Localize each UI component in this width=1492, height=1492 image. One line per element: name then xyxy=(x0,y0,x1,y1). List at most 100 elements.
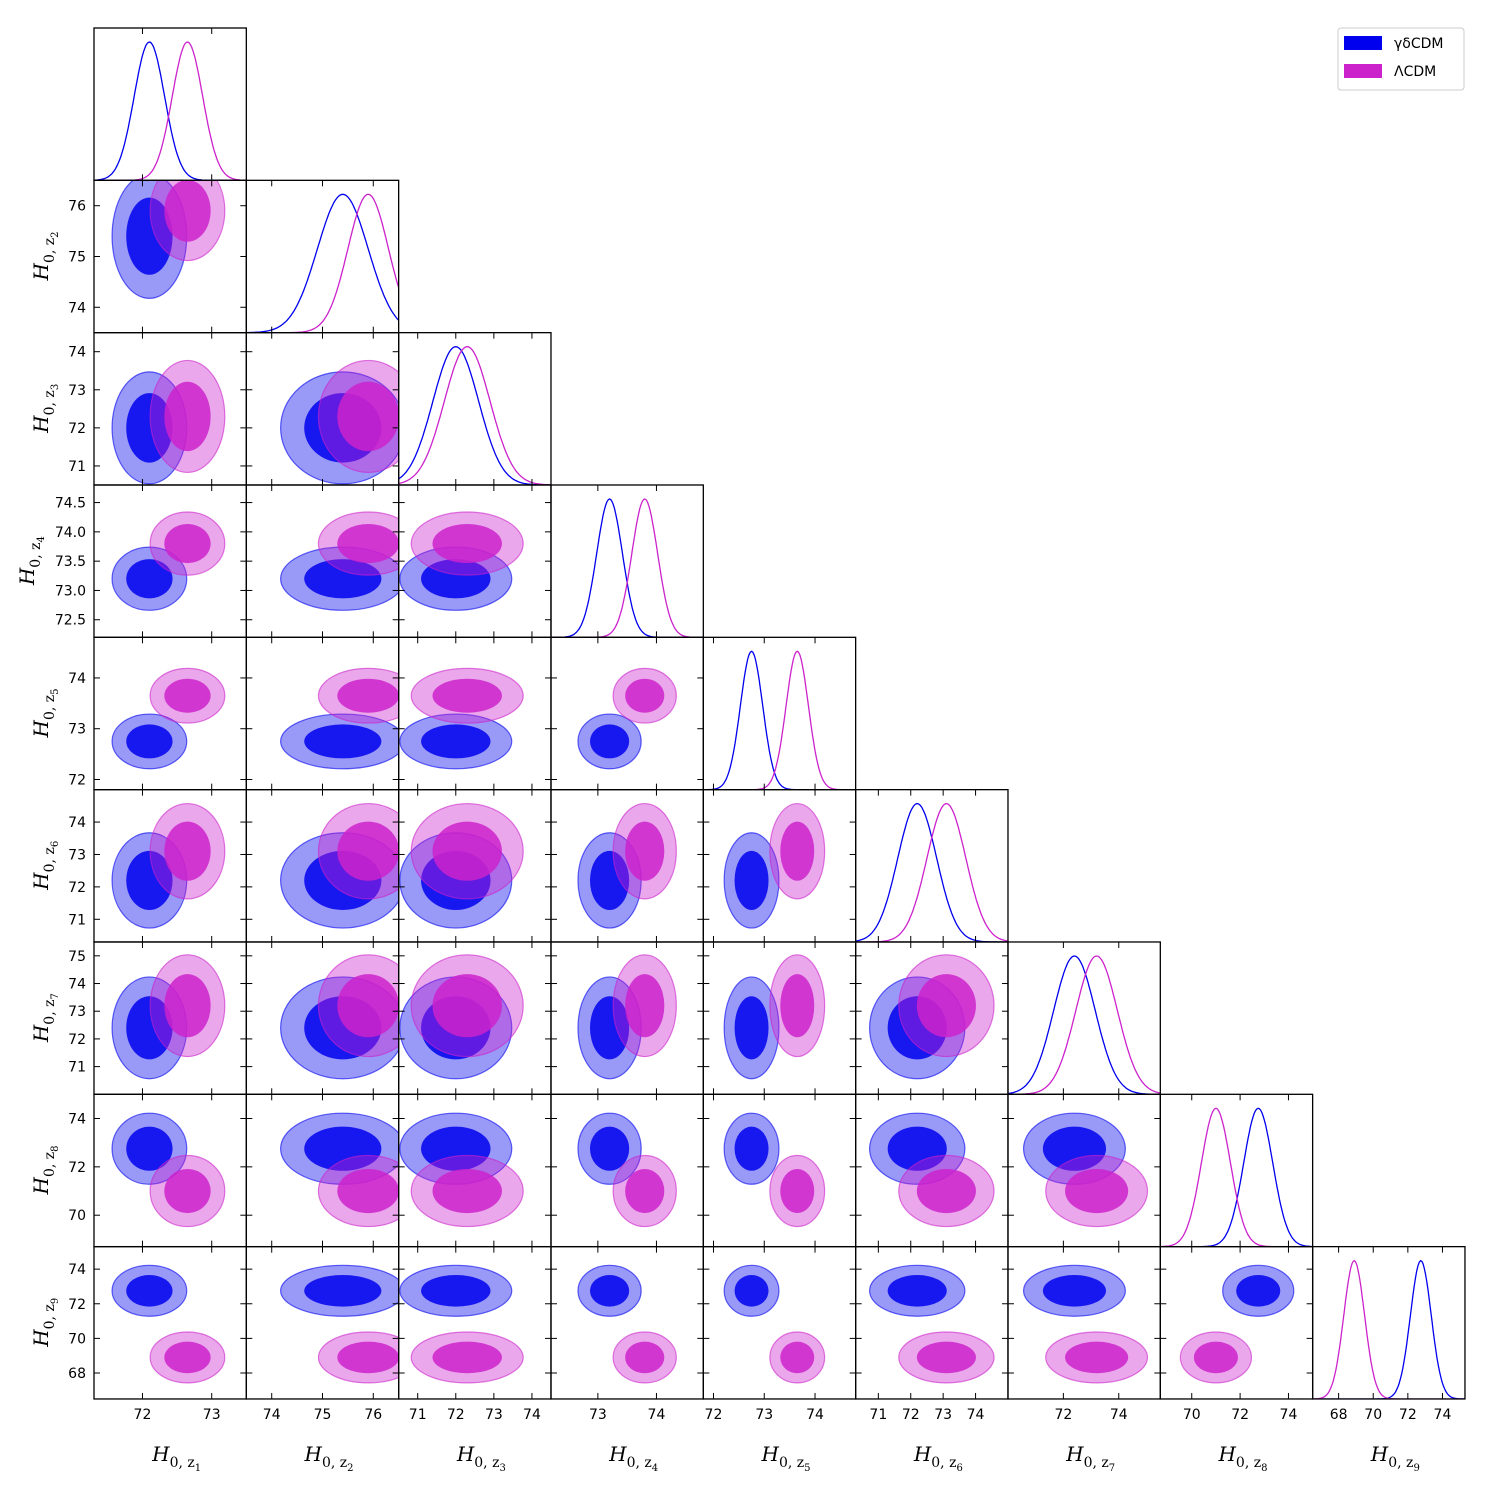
panel-z3-z2 xyxy=(245,332,400,486)
panel-z2-z2 xyxy=(245,179,400,334)
panel-z6-z5 xyxy=(702,789,857,943)
panel-z5-z2 xyxy=(245,636,400,791)
contour-68-z5-z3-series-0 xyxy=(421,724,491,759)
y-tick-label: 72 xyxy=(68,1032,86,1048)
y-axis-label-z6: H0, z6 xyxy=(29,841,61,891)
marginal-z5-series-1 xyxy=(703,650,856,790)
y-tick-label: 74 xyxy=(68,300,86,316)
panel-z6-z3 xyxy=(398,789,552,943)
x-tick-label: 73 xyxy=(755,1407,773,1423)
x-tick-label: 73 xyxy=(485,1407,503,1423)
x-tick-label: 71 xyxy=(869,1407,887,1423)
contour-68-z2-z1-series-0 xyxy=(126,197,173,275)
panel-z9-z6 xyxy=(855,1245,1009,1400)
x-axis-label-z5: H0, z5 xyxy=(760,1442,810,1474)
contour-68-z7-z2-series-1 xyxy=(337,974,399,1038)
contour-68-z8-z6-series-0 xyxy=(887,1126,947,1171)
y-tick-label: 73 xyxy=(68,1004,86,1020)
x-tick-label: 68 xyxy=(1330,1407,1348,1423)
panel-frame xyxy=(93,27,247,181)
x-tick-label: 74 xyxy=(806,1407,824,1423)
y-tick-label: 72 xyxy=(68,421,86,437)
y-axis-label-z2: H0, z2 xyxy=(29,231,61,281)
contour-68-z4-z3-series-1 xyxy=(432,523,502,564)
marginal-z3-series-1 xyxy=(398,346,551,485)
panel-z5-z5 xyxy=(702,636,857,791)
contour-68-z5-z3-series-1 xyxy=(432,678,502,713)
contour-68-z7-z4-series-1 xyxy=(625,974,665,1038)
contour-68-z5-z2-series-1 xyxy=(337,678,399,713)
y-axis-label-z8: H0, z8 xyxy=(29,1145,61,1195)
panel-z2-z1 xyxy=(93,179,247,334)
contour-68-z8-z1-series-1 xyxy=(164,1168,211,1214)
y-tick-label: 76 xyxy=(68,199,86,215)
contour-68-z6-z2-series-1 xyxy=(337,821,399,881)
contour-68-z6-z1-series-0 xyxy=(126,850,173,910)
contour-68-z3-z2-series-1 xyxy=(337,381,399,452)
panel-z7-z1 xyxy=(93,941,247,1095)
y-tick-label: 73 xyxy=(68,847,86,863)
panel-z8-z8 xyxy=(1159,1093,1314,1248)
panel-z9-z2 xyxy=(245,1245,400,1400)
contour-68-z9-z7-series-0 xyxy=(1042,1274,1107,1307)
contour-68-z4-z2-series-0 xyxy=(304,559,382,599)
contour-68-z8-z5-series-0 xyxy=(734,1126,769,1171)
x-tick-label: 74 xyxy=(1280,1407,1298,1423)
contour-68-z8-z7-series-0 xyxy=(1042,1126,1107,1171)
x-tick-label: 70 xyxy=(1364,1407,1382,1423)
contour-68-z6-z3-series-1 xyxy=(432,821,502,881)
contour-68-z9-z6-series-0 xyxy=(887,1274,947,1307)
panel-z5-z3 xyxy=(398,636,552,791)
panel-z5-z4 xyxy=(550,636,704,791)
contour-68-z8-z4-series-0 xyxy=(589,1126,630,1171)
marginal-z6-series-1 xyxy=(855,803,1008,942)
y-tick-label: 74 xyxy=(68,977,86,993)
contour-68-z9-z3-series-1 xyxy=(432,1341,502,1374)
x-axis-label-z4: H0, z4 xyxy=(608,1442,658,1474)
panel-z8-z1 xyxy=(93,1093,247,1248)
x-tick-label: 74 xyxy=(1110,1407,1128,1423)
y-axis-label-z9: H0, z9 xyxy=(29,1298,61,1348)
y-tick-label: 75 xyxy=(68,949,86,965)
panel-z8-z7 xyxy=(1007,1093,1161,1248)
marginal-z2-series-0 xyxy=(246,193,399,333)
contour-68-z9-z6-series-1 xyxy=(916,1341,976,1374)
panel-z4-z2 xyxy=(245,484,400,638)
x-axis-label-z6: H0, z6 xyxy=(913,1442,963,1474)
contour-68-z3-z1-series-1 xyxy=(164,381,211,452)
y-tick-label: 72 xyxy=(68,1297,86,1313)
panel-frame xyxy=(1159,1093,1314,1248)
contour-68-z8-z5-series-1 xyxy=(780,1168,815,1214)
legend-label-gammadelta: γδCDM xyxy=(1394,36,1444,52)
y-tick-label: 73.0 xyxy=(55,583,86,599)
contour-68-z2-z1-series-1 xyxy=(164,180,211,242)
marginal-z6-series-0 xyxy=(855,803,1008,942)
contour-68-z7-z5-series-1 xyxy=(780,974,815,1038)
panel-z5-z1 xyxy=(93,636,247,791)
x-tick-label: 74 xyxy=(648,1407,666,1423)
marginal-z7-series-0 xyxy=(1007,955,1161,1095)
panel-z8-z6 xyxy=(855,1093,1009,1248)
panel-z8-z2 xyxy=(245,1093,400,1248)
contour-68-z3-z1-series-0 xyxy=(126,393,173,463)
panel-z9-z7 xyxy=(1007,1245,1161,1400)
marginal-z2-series-1 xyxy=(246,193,399,333)
contour-68-z8-z3-series-1 xyxy=(432,1168,502,1214)
x-axis-label-z8: H0, z8 xyxy=(1217,1442,1267,1474)
panel-z9-z9 xyxy=(1311,1245,1466,1400)
contour-68-z4-z1-series-1 xyxy=(164,523,211,564)
y-tick-label: 74.5 xyxy=(55,496,86,512)
x-tick-label: 74 xyxy=(1434,1407,1452,1423)
marginal-z1-series-1 xyxy=(94,41,247,181)
contour-68-z8-z6-series-1 xyxy=(916,1168,976,1214)
x-tick-label: 75 xyxy=(314,1407,332,1423)
contour-68-z6-z4-series-0 xyxy=(589,850,630,910)
contour-68-z5-z4-series-1 xyxy=(625,678,665,713)
y-tick-label: 73 xyxy=(68,383,86,399)
contour-68-z5-z1-series-1 xyxy=(164,678,211,713)
x-tick-label: 71 xyxy=(409,1407,427,1423)
contour-68-z8-z1-series-0 xyxy=(126,1126,173,1171)
y-tick-label: 74 xyxy=(68,1111,86,1127)
panel-z4-z1 xyxy=(93,484,247,638)
